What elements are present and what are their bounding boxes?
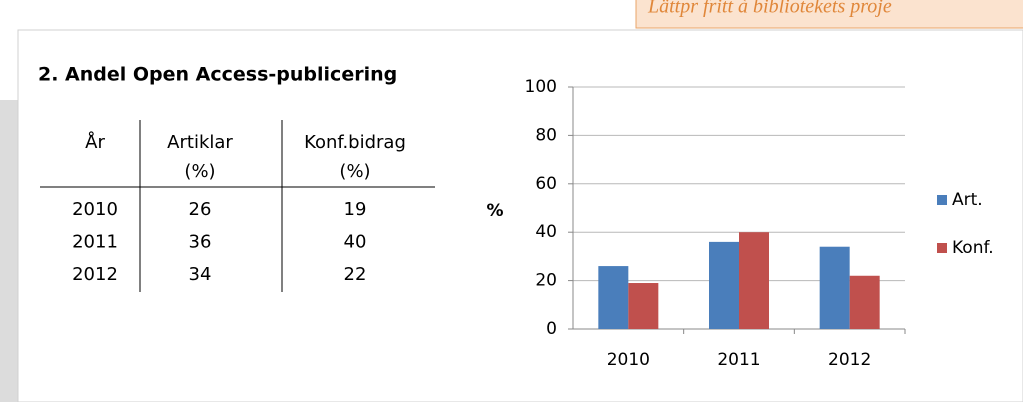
table-cell: 19 bbox=[344, 199, 367, 220]
section-title: 2. Andel Open Access-publicering bbox=[38, 64, 397, 86]
table-cell: 22 bbox=[344, 264, 367, 285]
bar bbox=[598, 266, 629, 329]
table-header: Artiklar bbox=[167, 132, 233, 153]
x-tick-label: 2011 bbox=[717, 350, 760, 370]
y-tick-label: 80 bbox=[535, 125, 557, 145]
x-tick-label: 2012 bbox=[828, 350, 871, 370]
y-tick-label: 40 bbox=[535, 222, 557, 242]
legend-label: Konf. bbox=[952, 238, 994, 258]
legend-swatch bbox=[937, 195, 947, 205]
slide-card bbox=[17, 29, 1023, 402]
y-axis-label: % bbox=[486, 201, 503, 221]
legend-label: Art. bbox=[952, 190, 983, 210]
y-tick-label: 0 bbox=[546, 319, 557, 339]
bar bbox=[819, 246, 850, 329]
y-tick-label: 60 bbox=[535, 174, 557, 194]
table-cell: 36 bbox=[189, 232, 212, 253]
legend-swatch bbox=[937, 243, 947, 253]
table-cell: 40 bbox=[344, 232, 367, 253]
table-cell: 2012 bbox=[72, 264, 118, 285]
table-cell: 2010 bbox=[72, 199, 118, 220]
table-cell: 2011 bbox=[72, 232, 118, 253]
table-header-unit: (%) bbox=[339, 161, 370, 182]
x-tick-label: 2010 bbox=[607, 350, 650, 370]
table-cell: 26 bbox=[189, 199, 212, 220]
table-cell: 34 bbox=[189, 264, 212, 285]
bar bbox=[709, 241, 739, 329]
banner-text: Lättpr fritt à bibliotekets proje bbox=[647, 0, 892, 18]
bar bbox=[628, 283, 659, 329]
side-bar bbox=[0, 100, 18, 402]
banner-box bbox=[635, 0, 1023, 29]
chart: 0 20 40 60 80 100% 2010 2011 2012 Art. Konf. bbox=[486, 77, 993, 370]
bar bbox=[739, 232, 769, 329]
table-header-unit: (%) bbox=[184, 161, 215, 182]
table: År Artiklar (%) Konf.bidrag (%) 2010 26 19 2011 3… bbox=[40, 120, 435, 292]
y-tick-label: 20 bbox=[535, 271, 557, 291]
bar bbox=[849, 275, 880, 329]
y-tick-label: 100 bbox=[525, 77, 557, 97]
table-header: Konf.bidrag bbox=[304, 132, 406, 153]
table-header: År bbox=[85, 131, 105, 153]
